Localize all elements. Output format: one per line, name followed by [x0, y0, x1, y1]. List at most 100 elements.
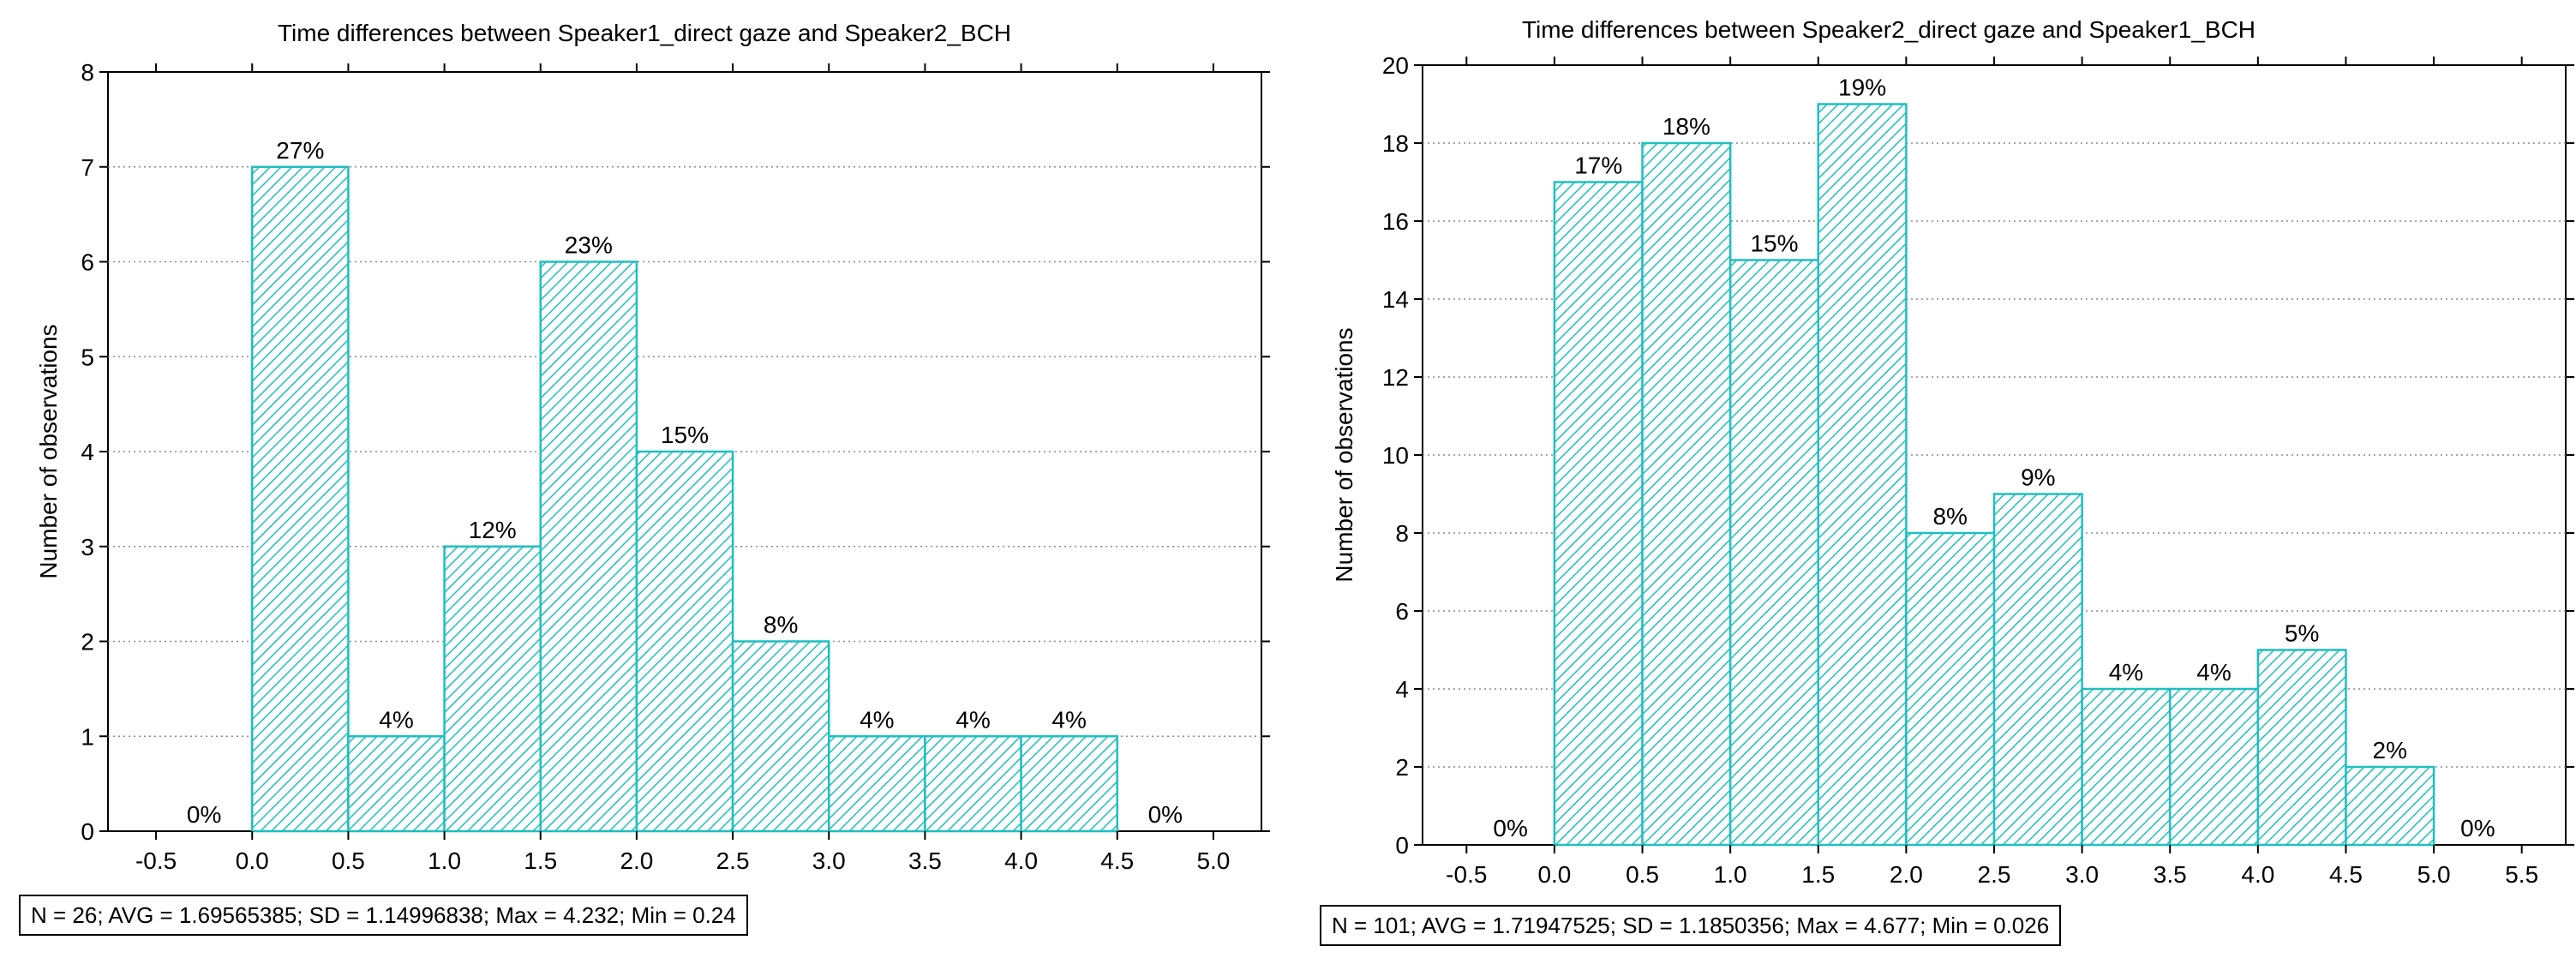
- y-tick-label-right: 20: [1382, 52, 1409, 79]
- histogram-bar-left: [251, 165, 350, 833]
- y-tick-label-right: 0: [1395, 832, 1409, 859]
- x-tick-label-left: -0.5: [135, 847, 177, 874]
- bar-percent-label-right: 8%: [1932, 503, 1967, 530]
- y-tick-label-left: 1: [81, 723, 94, 750]
- bar-percent-label-left: 0%: [187, 801, 221, 828]
- y-tick-label-left: 2: [81, 629, 94, 656]
- bar-percent-label-right: 9%: [2021, 464, 2055, 491]
- histogram-bar-left: [924, 735, 1022, 833]
- x-tick-label-left: 0.5: [332, 847, 365, 874]
- chart-title-left: Time differences between Speaker1_direct…: [278, 20, 1011, 46]
- x-tick-label-right: 1.5: [1801, 861, 1835, 888]
- x-tick-label-left: 4.0: [1004, 847, 1038, 874]
- histogram-bar-right: [2256, 649, 2347, 847]
- x-ticks-right: -0.5 0.0 0.5 1.0 1.5 2.0 2.5 3.0 3.5 4.0 4.5 5.0 5.5: [1446, 57, 2538, 888]
- x-tick-label-left: 2.0: [620, 847, 653, 874]
- y-tick-label-left: 6: [81, 249, 94, 276]
- histogram-bar-left: [828, 735, 926, 833]
- y-tick-label-right: 18: [1382, 130, 1409, 157]
- histogram-bar-right: [1992, 493, 2083, 847]
- histogram-bar-right: [1905, 531, 1996, 847]
- x-tick-label-left: 5.0: [1196, 847, 1230, 874]
- y-ticks-right: 0 2 4 6 8 10 12 14 16 18 20: [1382, 52, 2574, 859]
- histogram-bar-left: [731, 640, 830, 833]
- bar-percent-label-right: 5%: [2285, 620, 2319, 647]
- bar-percent-label-right: 0%: [2460, 815, 2495, 841]
- histogram-bar-right: [1553, 181, 1644, 847]
- x-tick-label-right: 3.5: [2154, 861, 2187, 888]
- histogram-bar-left: [347, 735, 446, 833]
- bar-percent-label-right: 15%: [1750, 231, 1798, 257]
- bar-percent-label-right: 17%: [1574, 153, 1622, 179]
- y-tick-label-left: 0: [81, 818, 94, 845]
- histogram-bar-left: [443, 545, 542, 833]
- x-tick-label-right: 2.5: [1978, 861, 2011, 888]
- bar-percent-label-left: 8%: [764, 612, 798, 638]
- bar-percent-label-left: 4%: [379, 706, 413, 733]
- y-tick-label-right: 10: [1382, 442, 1409, 469]
- x-tick-label-left: 4.5: [1100, 847, 1134, 874]
- y-tick-label-right: 14: [1382, 286, 1409, 313]
- y-tick-label-right: 12: [1382, 364, 1409, 391]
- y-axis-label-right: Number of observations: [1331, 327, 1357, 582]
- stats-box-left: N = 26; AVG = 1.69565385; SD = 1.1499683…: [19, 895, 748, 936]
- x-tick-label-right: 4.0: [2241, 861, 2274, 888]
- histogram-bar-left: [1020, 735, 1119, 833]
- x-tick-label-left: 0.0: [236, 847, 269, 874]
- y-tick-label-right: 4: [1395, 676, 1409, 703]
- chart-title-right: Time differences between Speaker2_direct…: [1522, 16, 2255, 43]
- y-tick-label-left: 8: [81, 59, 94, 86]
- y-axis-label-left: Number of observations: [35, 324, 62, 578]
- x-tick-label-left: 2.5: [716, 847, 750, 874]
- bar-percent-label-right: 18%: [1662, 113, 1710, 140]
- x-tick-label-left: 3.5: [908, 847, 942, 874]
- bar-percent-label-right: 19%: [1838, 75, 1886, 101]
- histogram-bar-right: [2168, 687, 2260, 847]
- x-tick-label-right: 4.5: [2329, 861, 2363, 888]
- histogram-bar-right: [1641, 141, 1732, 847]
- bar-percent-label-left: 23%: [565, 232, 613, 259]
- x-tick-label-left: 1.0: [428, 847, 461, 874]
- histogram-bar-right: [2081, 687, 2172, 847]
- y-tick-label-left: 7: [81, 154, 94, 181]
- y-tick-label-left: 3: [81, 534, 94, 560]
- bar-percent-label-right: 4%: [2196, 659, 2231, 686]
- x-ticks-left: -0.5 0.0 0.5 1.0 1.5 2.0 2.5 3.0 3.5 4.0 4.5 5.0: [135, 63, 1230, 874]
- bar-percent-label-left: 15%: [661, 422, 709, 448]
- y-tick-label-right: 16: [1382, 208, 1409, 235]
- stats-box-right: N = 101; AVG = 1.71947525; SD = 1.185035…: [1320, 905, 2062, 946]
- bar-percent-label-right: 0%: [1493, 815, 1527, 841]
- x-tick-label-right: -0.5: [1446, 861, 1487, 888]
- histogram-bar-left: [635, 450, 734, 833]
- histogram-bar-right: [1728, 259, 1820, 847]
- y-ticks-left: 0 1 2 3 4 5 6 7 8: [81, 59, 1270, 845]
- y-tick-label-left: 5: [81, 344, 94, 370]
- x-tick-label-right: 1.0: [1714, 861, 1747, 888]
- x-tick-label-right: 0.0: [1537, 861, 1571, 888]
- x-tick-label-right: 0.5: [1626, 861, 1659, 888]
- x-tick-label-right: 5.0: [2417, 861, 2451, 888]
- x-tick-label-left: 3.0: [812, 847, 846, 874]
- bar-percent-label-left: 27%: [276, 137, 324, 164]
- bar-percent-label-right: 4%: [2109, 659, 2143, 686]
- histogram-right: 0% 17% 18% 15% 19% 8% 9% 4% 4% 5% 2% 0% -0.5 0.0 0.5 1…: [1331, 16, 2574, 888]
- x-tick-label-left: 1.5: [524, 847, 557, 874]
- bars-right: [1553, 103, 2435, 847]
- y-tick-label-right: 2: [1395, 754, 1409, 781]
- histogram-bar-left: [539, 260, 638, 833]
- y-tick-label-right: 6: [1395, 598, 1409, 625]
- bar-percent-label-right: 2%: [2373, 737, 2407, 763]
- y-tick-label-right: 8: [1395, 520, 1409, 547]
- x-tick-label-right: 5.5: [2505, 861, 2538, 888]
- x-tick-label-right: 2.0: [1890, 861, 1923, 888]
- y-tick-label-left: 4: [81, 439, 94, 465]
- histogram-left: 0% 27% 4% 12% 23% 15% 8% 4% 4% 4% 0% -0.5 0.0 0.5 1.0…: [35, 20, 1270, 874]
- bar-percent-label-left: 0%: [1148, 801, 1183, 828]
- bar-labels-right: 0% 17% 18% 15% 19% 8% 9% 4% 4% 5% 2% 0%: [1493, 75, 2495, 842]
- histogram-bar-right: [2345, 765, 2435, 847]
- bar-percent-label-left: 12%: [469, 517, 517, 543]
- bar-percent-label-left: 4%: [1051, 706, 1086, 733]
- bars-left: [251, 165, 1119, 833]
- x-tick-label-right: 3.0: [2065, 861, 2099, 888]
